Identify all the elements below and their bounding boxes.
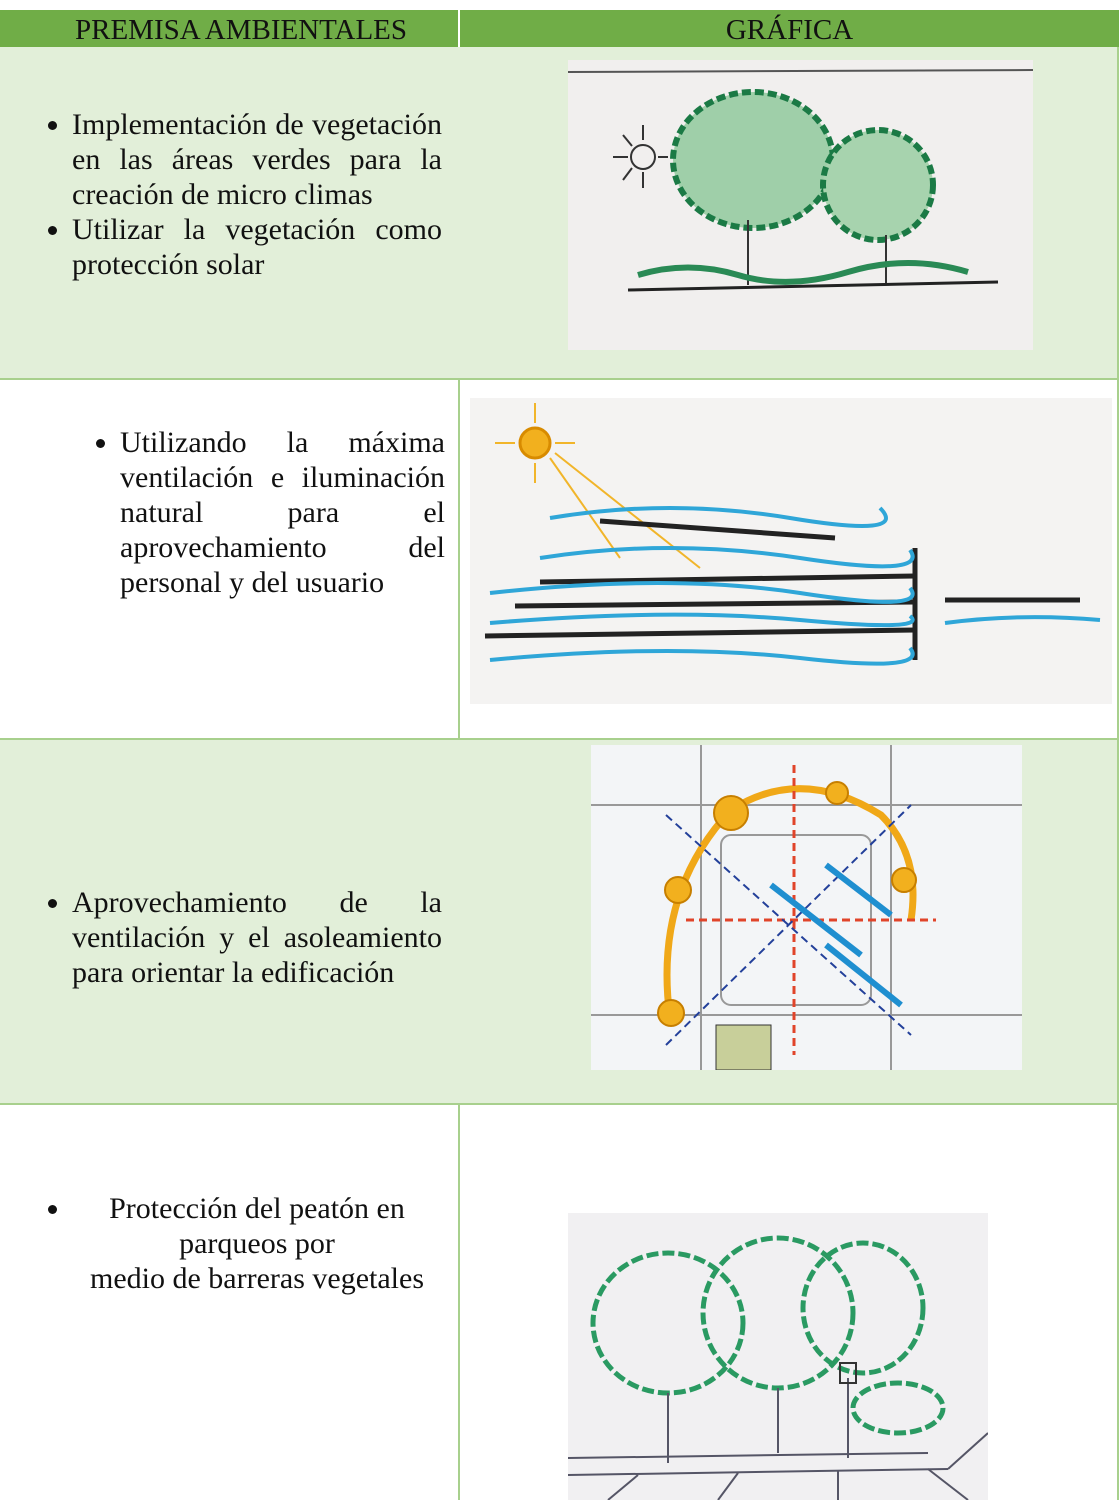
bullet-list: Implementación de vegetación en las área… — [0, 107, 442, 282]
image-cell — [458, 1105, 1119, 1500]
bullet-list: Aprovechamiento de la ventilación y el a… — [0, 885, 442, 990]
sketch-plan — [591, 745, 1022, 1070]
bullet: Utilizando la máxima ventilación e ilumi… — [120, 425, 445, 600]
image-cell — [458, 380, 1119, 740]
header-cell: PREMISA AMBIENTALES — [0, 10, 458, 47]
bullet: Protección del peatón en parqueos por me… — [72, 1191, 442, 1296]
bullet: Utilizar la vegetación como protección s… — [72, 212, 442, 282]
bullet: Implementación de vegetación en las área… — [72, 107, 442, 212]
header-cell: GRÁFICA — [460, 10, 1119, 47]
text-cell: Implementación de vegetación en las área… — [0, 47, 460, 380]
text-cell: Utilizando la máxima ventilación e ilumi… — [0, 380, 460, 740]
bullet-list: Protección del peatón en parqueos por me… — [0, 1191, 442, 1296]
bullet: Aprovechamiento de la ventilación y el a… — [72, 885, 442, 990]
sketch-trees — [568, 60, 1033, 350]
sketch-parking — [568, 1213, 988, 1500]
header-text: PREMISA AMBIENTALES — [75, 14, 408, 46]
sketch-section — [470, 398, 1112, 704]
text-cell: Protección del peatón en parqueos por me… — [0, 1105, 460, 1500]
text-cell: Aprovechamiento de la ventilación y el a… — [0, 740, 460, 1105]
bullet-list: Utilizando la máxima ventilación e ilumi… — [0, 425, 445, 600]
header-text: GRÁFICA — [725, 14, 854, 46]
